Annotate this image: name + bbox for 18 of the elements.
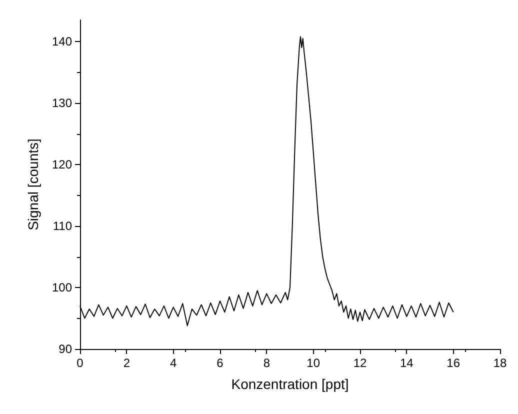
y-tick-label: 130: [52, 96, 72, 110]
y-axis-title: Signal [counts]: [25, 138, 41, 230]
x-tick-label: 16: [446, 356, 460, 370]
x-tick-label: 2: [123, 356, 130, 370]
y-tick-label: 100: [52, 280, 72, 295]
y-tick-label: 110: [52, 219, 72, 234]
x-tick-label: 14: [400, 356, 414, 370]
x-tick-label: 4: [170, 356, 177, 370]
x-axis-title: Konzentration [ppt]: [231, 376, 349, 392]
y-tick-label: 140: [52, 34, 72, 49]
y-tick-label: 120: [52, 158, 72, 172]
x-tick-label: 0: [76, 356, 84, 370]
y-tick-label: 90: [58, 342, 72, 356]
x-tick-label: 6: [216, 356, 224, 370]
x-tick-label: 10: [306, 356, 320, 370]
x-tick-label: 8: [263, 356, 270, 370]
x-tick-label: 12: [353, 356, 367, 370]
x-tick-label: 18: [493, 356, 507, 370]
